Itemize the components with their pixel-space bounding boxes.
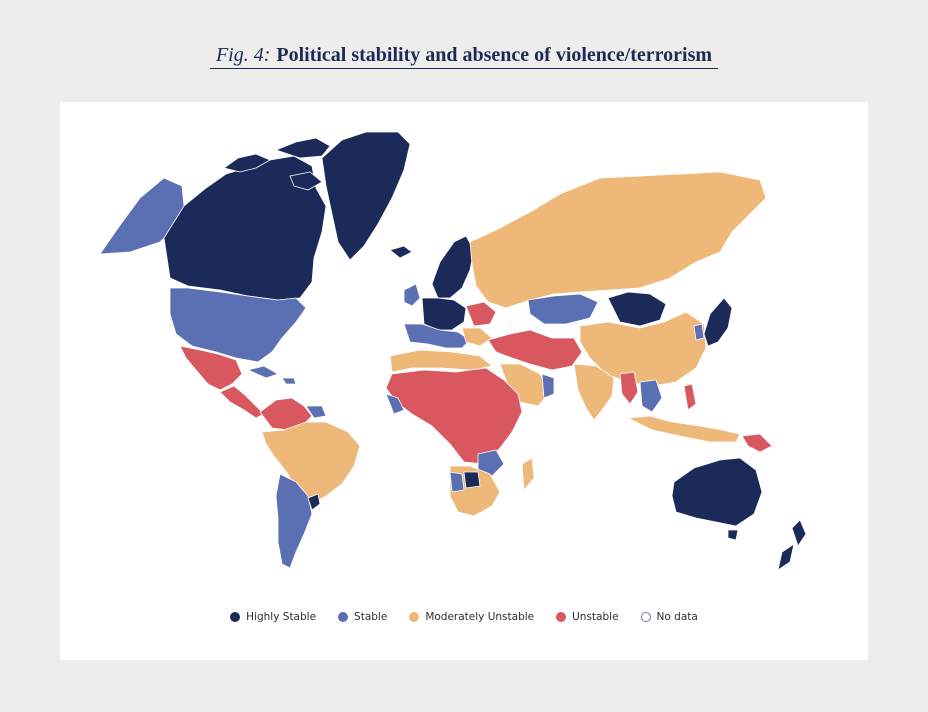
legend-swatch-unstable (556, 612, 567, 622)
region-mexico[interactable] (179, 345, 243, 391)
legend-label: Highly Stable (246, 611, 317, 623)
region-philippines[interactable] (683, 383, 697, 411)
region-indochina[interactable] (639, 379, 663, 413)
region-arctic-islands[interactable] (223, 137, 331, 191)
region-uk-ireland[interactable] (403, 283, 421, 307)
region-southern-cone[interactable] (275, 473, 313, 569)
legend-item-moderately-unstable: Moderately Unstable (409, 611, 534, 623)
world-choropleth-map (99, 131, 807, 571)
figure-label: Fig. 4: (215, 44, 271, 66)
region-china[interactable] (579, 311, 707, 387)
figure-title-text: Political stability and absence of viole… (276, 44, 713, 66)
region-canada[interactable] (163, 155, 327, 301)
region-west-africa[interactable] (385, 393, 405, 415)
region-usa[interactable] (169, 287, 307, 363)
legend-label: No data (656, 611, 698, 623)
region-iceland[interactable] (389, 245, 413, 259)
region-australia[interactable] (671, 457, 763, 527)
region-madagascar[interactable] (521, 457, 535, 491)
region-greenland[interactable] (321, 131, 411, 261)
region-new-zealand[interactable] (777, 519, 807, 571)
legend-label: Unstable (572, 611, 619, 623)
region-sahel-central-africa[interactable] (385, 367, 523, 465)
region-botswana[interactable] (463, 471, 481, 489)
region-tasmania[interactable] (727, 529, 739, 541)
region-central-america[interactable] (219, 385, 265, 419)
region-north-africa[interactable] (389, 349, 493, 373)
legend-item-stable: Stable (338, 611, 387, 623)
region-russia[interactable] (469, 171, 767, 309)
legend-label: Stable (354, 611, 388, 623)
legend-item-unstable: Unstable (556, 611, 619, 623)
region-myanmar[interactable] (619, 371, 639, 405)
legend-swatch-no-data (640, 612, 651, 622)
region-korea[interactable] (693, 323, 705, 341)
figure-title: Fig. 4: Political stability and absence o… (0, 44, 928, 69)
legend-swatch-moderately-unstable (409, 612, 420, 622)
region-venezuela-colombia[interactable] (259, 397, 313, 431)
region-oman[interactable] (541, 373, 555, 399)
legend-item-no-data: No data (640, 611, 698, 623)
region-namibia[interactable] (449, 471, 465, 493)
region-central-asia[interactable] (527, 293, 599, 325)
region-balkans[interactable] (461, 327, 493, 347)
region-guianas[interactable] (305, 405, 327, 419)
map-legend: Highly Stable Stable Moderately Unstable… (60, 611, 868, 623)
figure-title-underline: Fig. 4: Political stability and absence o… (209, 44, 719, 69)
region-india[interactable] (573, 363, 615, 421)
region-alaska[interactable] (99, 177, 185, 255)
region-caribbean[interactable] (247, 365, 297, 385)
region-east-africa[interactable] (477, 449, 505, 477)
region-brazil[interactable] (261, 421, 361, 505)
region-indonesia[interactable] (627, 415, 741, 443)
region-japan[interactable] (703, 297, 733, 347)
legend-swatch-stable (338, 612, 349, 622)
region-papua[interactable] (741, 433, 773, 453)
region-scandinavia[interactable] (431, 235, 475, 299)
region-mongolia[interactable] (607, 291, 667, 327)
region-uruguay[interactable] (307, 493, 321, 511)
legend-label: Moderately Unstable (425, 611, 535, 623)
map-panel: Highly Stable Stable Moderately Unstable… (60, 102, 868, 660)
region-southern-europe[interactable] (403, 323, 471, 349)
region-middle-east[interactable] (487, 329, 583, 371)
region-eastern-europe[interactable] (465, 301, 497, 327)
legend-item-highly-stable: Highly Stable (230, 611, 316, 623)
region-western-europe[interactable] (421, 297, 467, 331)
legend-swatch-highly-stable (230, 612, 241, 622)
